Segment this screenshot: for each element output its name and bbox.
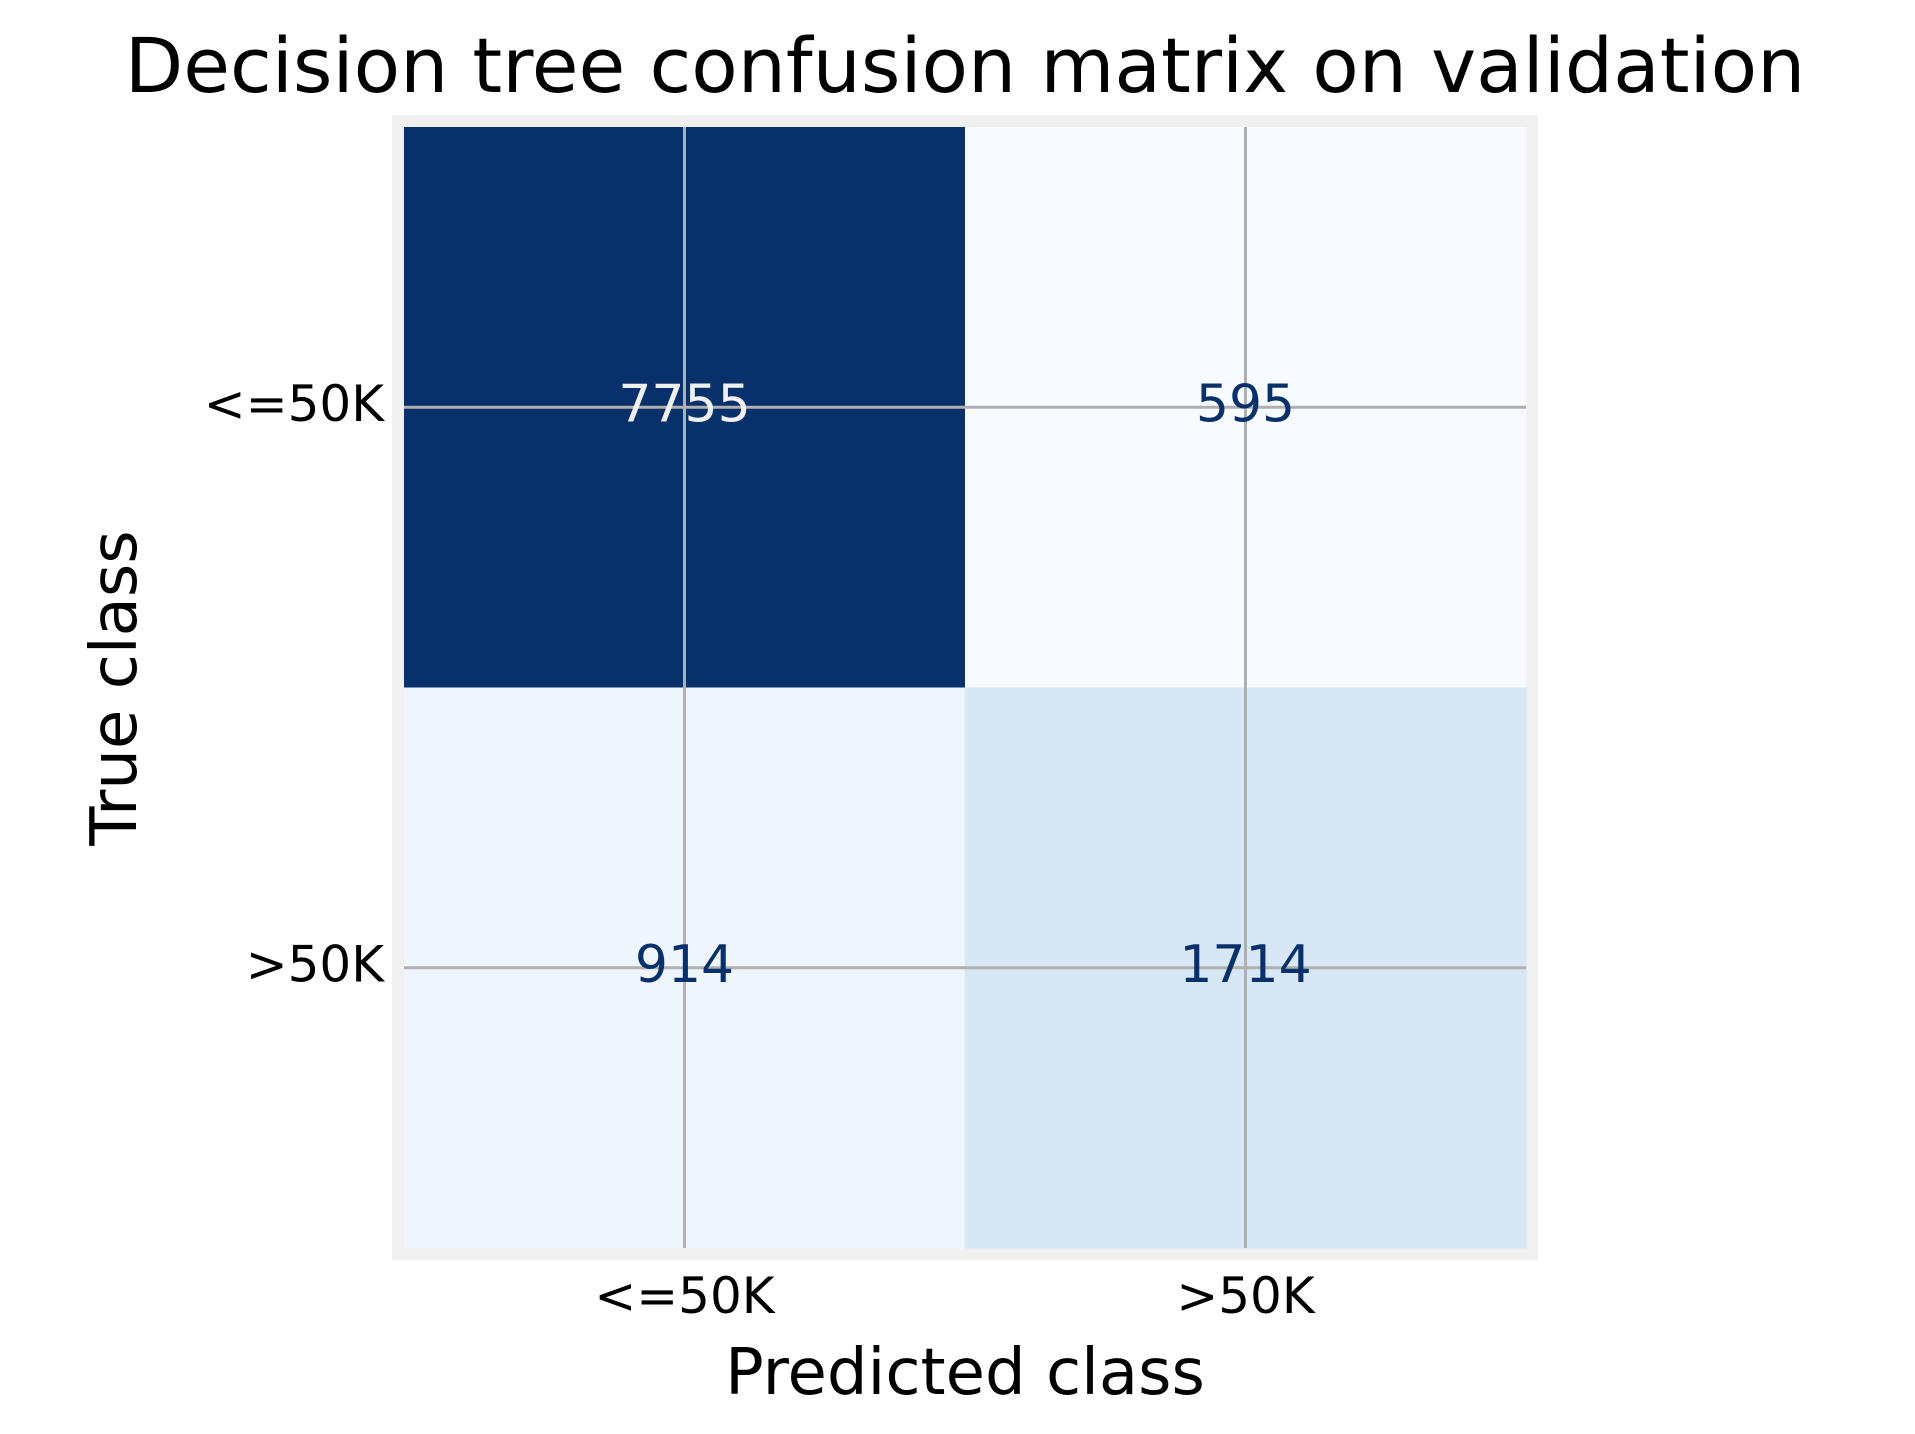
cell-value-label: 7755 <box>618 374 750 434</box>
cell-value-label: 1714 <box>1179 935 1311 995</box>
cells-layer <box>404 127 1527 1249</box>
grid-layer <box>404 127 1526 1248</box>
x-tick-label: <=50K <box>594 1267 775 1325</box>
cell-value-label: 595 <box>1196 374 1295 434</box>
y-tick-label: <=50K <box>204 375 385 433</box>
tick-labels-layer: <=50K >50K <=50K >50K <box>204 375 1316 1325</box>
x-tick-label: >50K <box>1176 1267 1316 1325</box>
value-labels-layer: 7755 595 914 1714 <box>618 374 1311 995</box>
y-axis-label: True class <box>78 530 152 846</box>
chart-title: Decision tree confusion matrix on valida… <box>125 21 1806 110</box>
cell-value-label: 914 <box>635 935 734 995</box>
y-tick-label: >50K <box>246 935 386 993</box>
x-axis-label: Predicted class <box>725 1336 1205 1410</box>
